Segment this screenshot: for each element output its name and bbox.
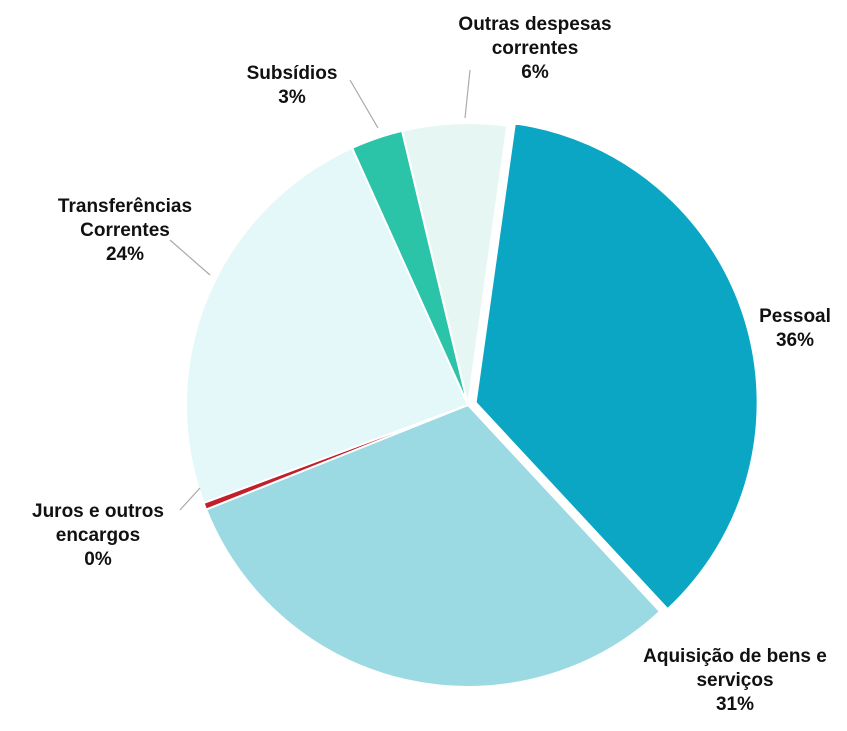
slice-label: Aquisição de bens e serviços 31% bbox=[640, 645, 830, 717]
slice-label: Outras despesas correntes 6% bbox=[435, 13, 635, 85]
pie-slice bbox=[185, 146, 470, 505]
category-label: Transferências Correntes bbox=[57, 196, 193, 241]
category-label: Aquisição de bens e serviços bbox=[643, 646, 827, 691]
leader-line bbox=[179, 487, 201, 511]
value-label: 3% bbox=[278, 87, 306, 108]
pie-slice bbox=[474, 122, 759, 611]
leader-line bbox=[464, 69, 471, 119]
value-label: 6% bbox=[521, 62, 549, 83]
leader-line bbox=[349, 79, 379, 129]
value-label: 36% bbox=[775, 330, 815, 351]
category-label: Juros e outros encargos bbox=[32, 501, 164, 546]
value-label: 0% bbox=[84, 549, 112, 570]
slice-label: Transferências Correntes 24% bbox=[25, 195, 225, 267]
value-label: 31% bbox=[715, 694, 755, 715]
pie-slice bbox=[400, 122, 509, 406]
category-label: Pessoal bbox=[759, 306, 831, 327]
slice-label: Juros e outros encargos 0% bbox=[8, 500, 188, 572]
slice-label: Pessoal 36% bbox=[740, 305, 847, 353]
value-label: 24% bbox=[105, 244, 145, 265]
pie-slice bbox=[204, 403, 662, 688]
category-label: Outras despesas correntes bbox=[458, 14, 612, 59]
category-label: Subsídios bbox=[246, 63, 338, 84]
slice-label: Subsídios 3% bbox=[232, 62, 352, 110]
leader-line bbox=[169, 239, 211, 276]
